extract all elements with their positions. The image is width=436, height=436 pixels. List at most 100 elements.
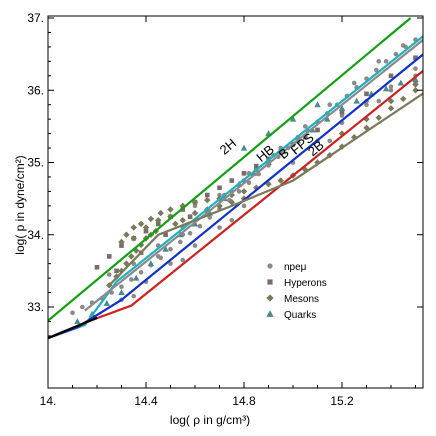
data-point-circle (339, 113, 345, 118)
data-point-triangle (412, 75, 419, 82)
data-point-circle (388, 84, 394, 89)
data-point-triangle (382, 85, 390, 92)
data-point-triangle (74, 318, 81, 324)
data-point-circle (351, 80, 357, 86)
data-point-square (229, 178, 235, 183)
data-point-circle (302, 124, 308, 129)
data-point-diamond (179, 217, 186, 224)
data-point-circle (178, 239, 183, 245)
data-point-diamond (123, 260, 130, 267)
x-tick-label: 15.2 (330, 394, 354, 408)
data-point-circle (106, 272, 112, 277)
data-point-diamond (277, 177, 284, 184)
data-point-circle (388, 87, 394, 93)
x-tick-label: 14.4 (134, 394, 158, 408)
y-tick-label: 34. (27, 228, 44, 242)
data-point-triangle (289, 115, 297, 122)
data-point-circle (327, 102, 333, 107)
legend-label: Hyperons (284, 278, 327, 289)
plot-frame (47, 15, 424, 389)
legend: npeμ Hyperons Mesons Quarks (266, 262, 327, 321)
plot-area (48, 17, 423, 340)
data-point-square (155, 221, 161, 227)
data-point-square (204, 192, 210, 198)
data-point-circle (187, 231, 193, 236)
data-point-circle (236, 189, 242, 194)
data-point-triangle (314, 101, 321, 108)
data-point-circle (119, 284, 124, 290)
data-point-diamond (155, 217, 162, 224)
data-point-circle (383, 59, 389, 64)
data-point-circle (155, 254, 161, 259)
data-point-diamond (204, 196, 211, 204)
data-point-circle (393, 51, 399, 57)
data-point-circle (70, 310, 75, 316)
data-point-diamond (147, 215, 155, 223)
data-point-square (163, 232, 168, 238)
series-line (84, 38, 423, 312)
data-point-diamond (412, 87, 419, 94)
legend-label: Mesons (284, 294, 319, 305)
data-point-circle (229, 218, 235, 223)
y-tick-label: 33. (27, 300, 44, 314)
data-point-diamond (130, 235, 137, 242)
series-line (48, 316, 98, 340)
data-point-diamond (191, 209, 199, 217)
data-point-square (253, 163, 259, 169)
legend-marker-square (267, 279, 273, 285)
data-point-diamond (137, 220, 145, 228)
data-point-square (388, 73, 394, 79)
data-point-square (241, 171, 247, 176)
data-point-triangle (132, 274, 140, 281)
legend-marker-circle (267, 263, 273, 269)
axis-ticks: 14. 14.4 14.8 15.2 33. 34. 35. 36. 37. (27, 11, 423, 408)
data-point-circle (80, 304, 85, 310)
data-point-square (339, 109, 345, 115)
data-point-circle (197, 223, 203, 229)
data-point-diamond (118, 238, 125, 246)
data-point-triangle (162, 245, 169, 252)
legend-label: npeμ (284, 262, 307, 273)
data-point-triangle (147, 260, 155, 267)
data-point-circle (374, 67, 379, 73)
data-point-diamond (228, 199, 235, 206)
x-tick-label: 14.8 (232, 394, 256, 408)
data-point-circle (129, 277, 134, 282)
data-point-circle (400, 43, 406, 48)
data-point-circle (192, 203, 198, 209)
data-point-circle (376, 98, 382, 104)
data-point-diamond (123, 231, 130, 238)
data-point-diamond (240, 188, 248, 195)
data-point-triangle (103, 299, 111, 306)
data-point-square (119, 243, 124, 248)
data-point-circle (327, 138, 333, 144)
data-point-diamond (130, 224, 137, 231)
data-point-triangle (397, 79, 405, 86)
data-point-diamond (142, 224, 150, 231)
data-point-diamond (128, 253, 135, 260)
data-point-diamond (387, 105, 395, 112)
y-axis-label: log( p in dyne/cm²) (13, 155, 27, 254)
data-point-square (94, 264, 100, 270)
data-point-circle (376, 59, 382, 64)
data-point-diamond (375, 114, 382, 121)
y-tick-label: 35. (27, 156, 44, 170)
data-point-diamond (412, 81, 419, 88)
data-point-triangle (118, 289, 125, 296)
data-point-diamond (387, 97, 395, 105)
data-point-circle (180, 257, 186, 263)
data-point-circle (138, 270, 144, 275)
legend-marker-diamond (266, 294, 274, 302)
x-axis-label: log( ρ in g/cm³) (170, 413, 250, 427)
y-tick-label: 37. (27, 11, 44, 25)
data-point-circle (413, 66, 418, 71)
data-point-diamond (172, 220, 179, 228)
data-point-circle (364, 102, 369, 107)
data-point-circle (207, 215, 212, 220)
data-point-circle (217, 225, 222, 230)
data-point-diamond (157, 209, 164, 217)
data-point-square (413, 55, 418, 61)
